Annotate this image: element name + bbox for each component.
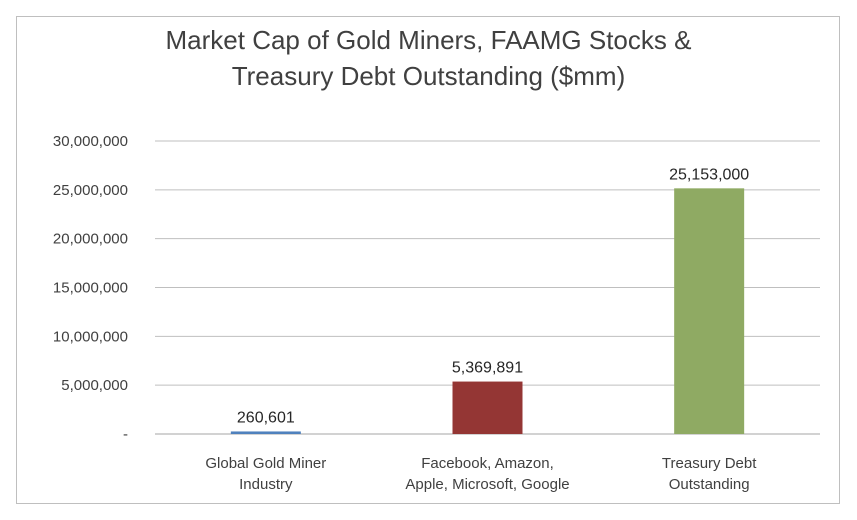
category-label: Facebook, Amazon, xyxy=(421,455,554,472)
y-tick-label: 5,000,000 xyxy=(61,377,128,394)
category-label: Treasury Debt xyxy=(662,455,757,472)
category-label: Global Gold Miner xyxy=(205,455,326,472)
bar xyxy=(674,188,745,434)
y-tick-label: 25,000,000 xyxy=(53,182,128,199)
chart-title-line-2: Treasury Debt Outstanding ($mm) xyxy=(231,61,626,91)
bar xyxy=(230,431,301,434)
data-label: 260,601 xyxy=(237,409,295,426)
category-label: Industry xyxy=(239,476,293,493)
category-label: Apple, Microsoft, Google xyxy=(405,476,569,493)
y-tick-label: 15,000,000 xyxy=(53,280,128,297)
bar xyxy=(452,381,523,434)
chart-title: Market Cap of Gold Miners, FAAMG Stocks … xyxy=(0,22,857,94)
y-tick-label: 10,000,000 xyxy=(53,328,128,345)
y-tick-label: - xyxy=(123,426,128,443)
data-label: 5,369,891 xyxy=(452,360,523,377)
data-label: 25,153,000 xyxy=(669,166,749,183)
category-label: Outstanding xyxy=(669,476,750,493)
y-tick-label: 20,000,000 xyxy=(53,231,128,248)
y-tick-label: 30,000,000 xyxy=(53,133,128,150)
chart-title-line-1: Market Cap of Gold Miners, FAAMG Stocks … xyxy=(165,25,692,55)
